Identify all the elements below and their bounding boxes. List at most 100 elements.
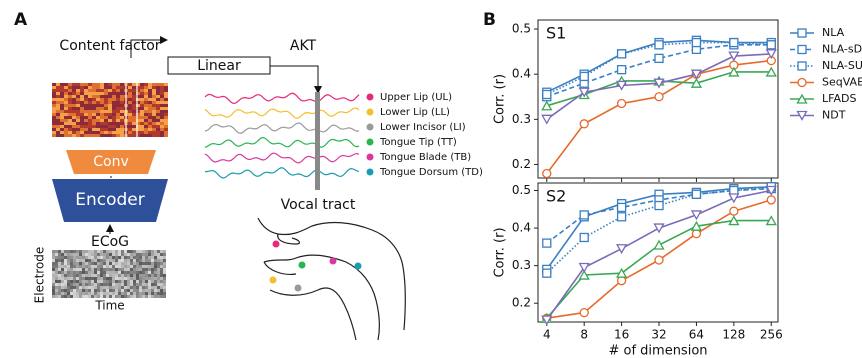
ecog-pixel bbox=[106, 250, 109, 253]
ecog-pixel bbox=[100, 265, 103, 268]
ecog-pixel bbox=[145, 253, 148, 256]
ecog-pixel bbox=[160, 289, 163, 292]
heatmap-cell bbox=[76, 134, 80, 137]
ecog-pixel bbox=[130, 295, 133, 298]
ecog-pixel bbox=[103, 286, 106, 289]
heatmap-cell bbox=[136, 92, 140, 95]
data-point bbox=[690, 77, 703, 88]
heatmap-cell bbox=[152, 110, 156, 113]
ecog-pixel bbox=[91, 271, 94, 274]
heatmap-cell bbox=[144, 101, 148, 104]
ecog-pixel bbox=[97, 280, 100, 283]
heatmap-cell bbox=[64, 89, 68, 92]
heatmap-cell bbox=[160, 113, 164, 116]
heatmap-cell bbox=[92, 95, 96, 98]
data-point bbox=[653, 239, 665, 250]
akt-label: AKT bbox=[290, 38, 317, 54]
heatmap-cell bbox=[56, 128, 60, 131]
heatmap-cell bbox=[96, 134, 100, 137]
heatmap-cell bbox=[68, 98, 72, 101]
ecog-pixel bbox=[61, 259, 64, 262]
heatmap-cell bbox=[80, 113, 84, 116]
ecog-pixel bbox=[109, 280, 112, 283]
heatmap-cell bbox=[88, 128, 92, 131]
heatmap-cell bbox=[68, 101, 72, 104]
ecog-pixel bbox=[118, 274, 121, 277]
heatmap-cell bbox=[112, 116, 116, 119]
ecog-pixel bbox=[82, 280, 85, 283]
heatmap-cell bbox=[84, 122, 88, 125]
heatmap-cell bbox=[100, 113, 104, 116]
legend-marker bbox=[797, 77, 807, 88]
ecog-pixel bbox=[106, 253, 109, 256]
heatmap-cell bbox=[144, 134, 148, 137]
ecog-pixel bbox=[67, 250, 70, 253]
ecog-pixel bbox=[91, 253, 94, 256]
heatmap-cell bbox=[132, 119, 136, 122]
heatmap-cell bbox=[148, 125, 152, 128]
ecog-pixel bbox=[55, 265, 58, 268]
heatmap-cell bbox=[100, 95, 104, 98]
ecog-pixel bbox=[139, 295, 142, 298]
heatmap-cell bbox=[164, 83, 168, 86]
ecog-pixel bbox=[94, 256, 97, 259]
ecog-pixel bbox=[76, 253, 79, 256]
ecog-pixel bbox=[70, 250, 73, 253]
heatmap-cell bbox=[96, 89, 100, 92]
heatmap-cell bbox=[152, 101, 156, 104]
data-point bbox=[766, 195, 776, 205]
ecog-pixel bbox=[97, 256, 100, 259]
heatmap-cell bbox=[96, 98, 100, 101]
ecog-pixel bbox=[73, 259, 76, 262]
heatmap-cell bbox=[136, 128, 140, 131]
ecog-pixel bbox=[70, 289, 73, 292]
ecog-pixel bbox=[115, 259, 118, 262]
ecog-pixel bbox=[61, 289, 64, 292]
ecog-pixel bbox=[64, 253, 67, 256]
data-point bbox=[729, 206, 739, 216]
heatmap-cell bbox=[60, 89, 64, 92]
heatmap-cell bbox=[120, 89, 124, 92]
heatmap-cell bbox=[60, 98, 64, 101]
ecog-pixel bbox=[136, 268, 139, 271]
heatmap-cell bbox=[152, 113, 156, 116]
heatmap-cell bbox=[84, 113, 88, 116]
ecog-pixel bbox=[100, 268, 103, 271]
heatmap-cell bbox=[72, 104, 76, 107]
heatmap-cell bbox=[84, 128, 88, 131]
heatmap-cell bbox=[104, 131, 108, 134]
ecog-pixel bbox=[127, 259, 130, 262]
ecog-pixel bbox=[67, 277, 70, 280]
ecog-pixel bbox=[148, 250, 151, 253]
ecog-pixel bbox=[115, 265, 118, 268]
ecog-pixel bbox=[64, 256, 67, 259]
ecog-pixel bbox=[82, 286, 85, 289]
ecog-pixel bbox=[106, 265, 109, 268]
ecog-pixel bbox=[58, 289, 61, 292]
y-tick-label: 0.4 bbox=[512, 67, 531, 81]
heatmap-cell bbox=[140, 131, 144, 134]
ecog-pixel bbox=[151, 280, 154, 283]
heatmap-cell bbox=[108, 101, 112, 104]
heatmap-cell bbox=[140, 128, 144, 131]
heatmap-cell bbox=[128, 101, 132, 104]
heatmap-cell bbox=[164, 95, 168, 98]
ecog-pixel bbox=[139, 286, 142, 289]
ecog-pixel bbox=[91, 262, 94, 265]
ecog-pixel bbox=[109, 283, 112, 286]
ecog-pixel bbox=[67, 268, 70, 271]
ecog-pixel bbox=[55, 274, 58, 277]
heatmap-cell bbox=[156, 104, 160, 107]
heatmap-cell bbox=[136, 131, 140, 134]
ecog-pixel bbox=[103, 253, 106, 256]
data-point bbox=[728, 66, 740, 77]
heatmap-cell bbox=[160, 95, 164, 98]
heatmap-cell bbox=[60, 128, 64, 131]
ecog-pixel bbox=[127, 250, 130, 253]
ecog-pixel bbox=[124, 262, 127, 265]
heatmap-cell bbox=[76, 119, 80, 122]
ecog-pixel bbox=[130, 268, 133, 271]
heatmap-cell bbox=[120, 92, 124, 95]
ecog-pixel bbox=[124, 268, 127, 271]
heatmap-cell bbox=[104, 98, 108, 101]
